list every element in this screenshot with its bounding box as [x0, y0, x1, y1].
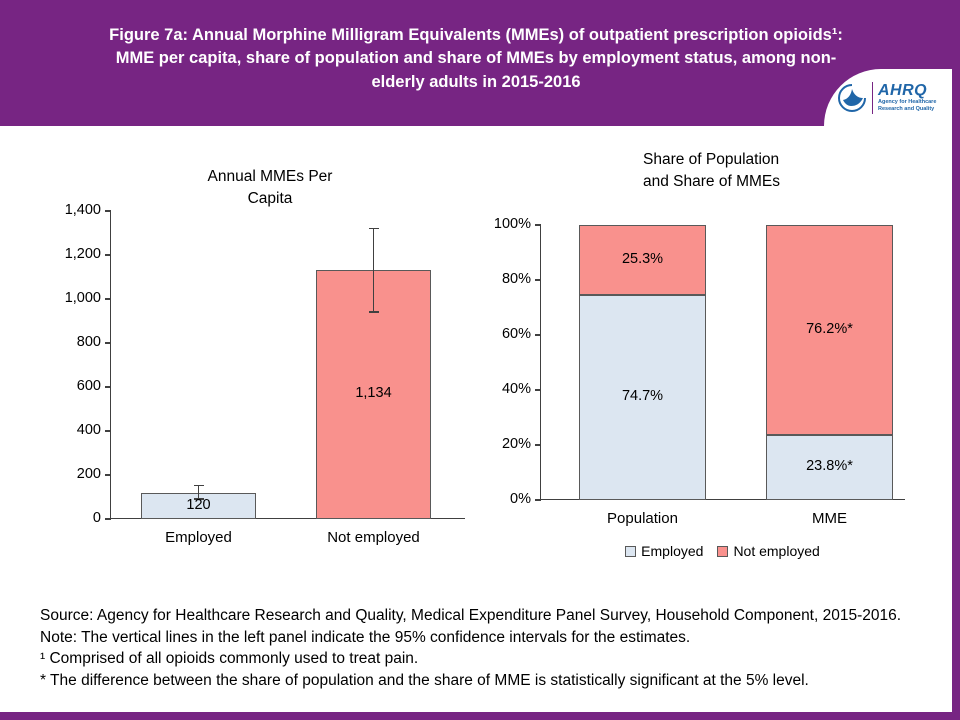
ci-whisker-cap-bottom	[368, 311, 379, 313]
right-legend: Employed Not employed	[540, 543, 905, 559]
y-axis-tick-label: 800	[76, 334, 101, 350]
ahrq-tagline: Agency for Healthcare Research and Quali…	[878, 99, 937, 113]
segment-not-employed-population	[579, 225, 706, 295]
x-axis-category-label: MME	[812, 510, 847, 527]
y-axis-tick-label: 400	[76, 422, 101, 438]
y-axis-tick-label: 20%	[501, 436, 531, 452]
y-axis-tick-mark	[535, 389, 541, 391]
left-plot: 0 200 400 600 800 1,000 1,200 1,400 120 Employed 1…	[65, 202, 465, 546]
right-chart-title: Share of Population and Share of MMEs	[643, 151, 780, 190]
y-axis-tick-label: 200	[76, 466, 101, 482]
ci-whisker-line	[372, 227, 375, 312]
legend-label: Employed	[641, 543, 704, 559]
footnotes: Source: Agency for Healthcare Research a…	[40, 605, 948, 691]
left-chart-mme-per-capita: 0 200 400 600 800 1,000 1,200 1,400 120 Employed 1…	[60, 202, 472, 563]
y-axis-tick-label: 40%	[501, 381, 531, 397]
x-axis-category-label: Not employed	[327, 529, 420, 546]
left-chart-title: Annual MMEs Per Capita	[207, 168, 333, 207]
y-axis-tick-mark	[105, 298, 111, 300]
y-axis-tick-label: 0	[92, 510, 101, 526]
segment-value-label: 76.2%*	[806, 320, 853, 337]
logo-divider	[872, 81, 873, 114]
y-axis-tick-label: 80%	[501, 271, 531, 287]
right-chart-share-population-mme: 0% 20% 40% 60% 80% 100% 74.7% 25.3% Population 23…	[490, 216, 922, 573]
source-note: Source: Agency for Healthcare Research a…	[40, 607, 902, 624]
y-axis-tick-mark	[105, 342, 111, 344]
logo-text: AHRQ Agency for Healthcare Research and …	[878, 82, 944, 113]
segment-value-label: 23.8%*	[806, 458, 853, 475]
segment-not-employed-mme	[766, 225, 893, 435]
y-axis-tick-mark	[535, 334, 541, 336]
y-axis-tick-mark	[535, 279, 541, 281]
ci-whisker-cap-top	[193, 484, 204, 487]
x-axis-category-label: Population	[607, 510, 678, 527]
footnote-star: * The difference between the share of po…	[40, 671, 809, 689]
y-axis-tick-label: 1,000	[64, 290, 101, 306]
bar-value-label: 120	[186, 496, 211, 513]
bar-value-label: 1,134	[355, 385, 392, 402]
footnote-1: ¹ Comprised of all opioids commonly used…	[40, 650, 419, 667]
y-axis-tick-label: 60%	[501, 326, 531, 342]
y-axis-tick-mark	[105, 210, 111, 212]
y-axis-tick-mark	[105, 430, 111, 432]
y-axis-tick-mark	[105, 386, 111, 388]
legend-item-not-employed: Not employed	[717, 543, 820, 559]
y-axis-tick-mark	[105, 254, 111, 256]
segment-value-label: 25.3%	[621, 250, 664, 267]
y-axis-tick-mark	[535, 224, 541, 226]
y-axis-tick-mark	[105, 518, 111, 520]
y-axis-tick-label: 600	[76, 378, 101, 394]
legend-swatch-not-employed	[717, 545, 729, 557]
legend-label: Not employed	[733, 543, 820, 559]
right-plot: 0% 20% 40% 60% 80% 100% 74.7% 25.3% Population 23…	[494, 216, 905, 527]
y-axis-tick-mark	[535, 444, 541, 446]
y-axis-tick-label: 1,200	[64, 246, 101, 262]
y-axis-tick-mark	[535, 499, 541, 501]
segment-employed-population	[579, 294, 706, 500]
ci-whisker-cap-bottom	[193, 498, 204, 500]
hhs-eagle-icon	[838, 83, 866, 112]
x-axis-category-label: Employed	[165, 529, 232, 546]
segment-value-label: 74.7%	[621, 388, 664, 405]
ahrq-wordmark: AHRQ	[878, 81, 928, 99]
legend-item-employed: Employed	[625, 543, 703, 559]
ci-note: Note: The vertical lines in the left pan…	[40, 628, 691, 646]
y-axis-tick-label: 100%	[493, 216, 531, 232]
y-axis-tick-label: 1,400	[64, 202, 101, 218]
figure-header: Figure 7a: Annual Morphine Milligram Equ…	[0, 0, 952, 126]
ci-whisker-cap-top	[368, 227, 379, 229]
ci-whisker-line	[197, 484, 200, 499]
y-axis-tick-label: 0%	[510, 491, 531, 507]
legend-swatch-employed	[625, 545, 637, 557]
figure-title: Figure 7a: Annual Morphine Milligram Equ…	[109, 26, 843, 91]
y-axis-tick-mark	[105, 474, 111, 476]
segment-employed-mme	[766, 434, 893, 500]
